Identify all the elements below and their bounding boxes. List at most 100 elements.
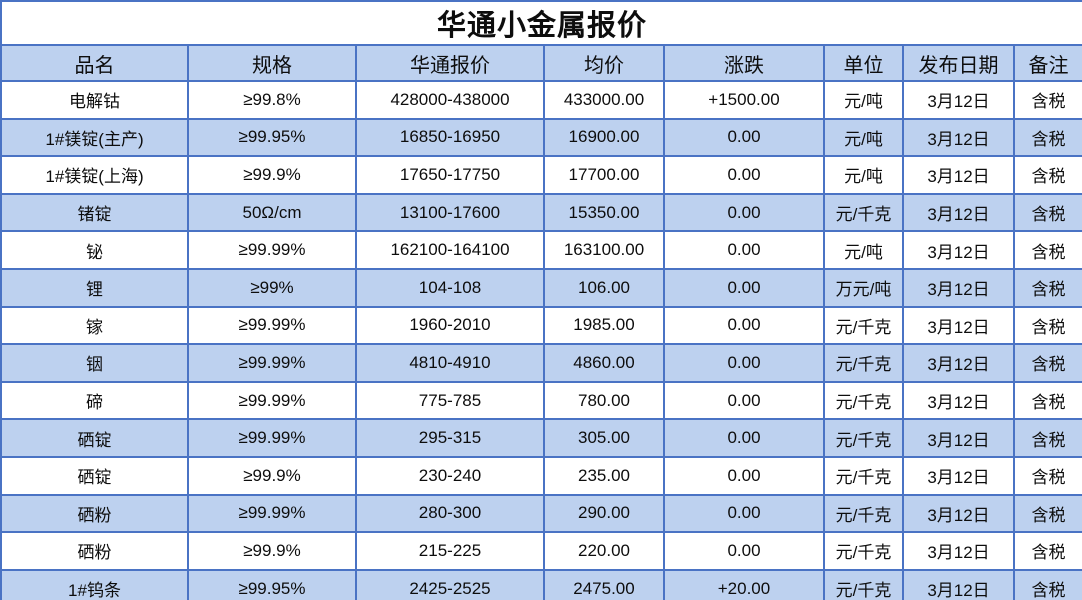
cell-unit: 元/千克 [823,305,904,346]
cell-unit: 元/吨 [823,117,904,158]
cell-change: 0.00 [663,455,825,496]
table-row: 锂 ≥99% 104-108 106.00 0.00 万元/吨 3月12日 含税 [0,267,1082,308]
cell-unit: 元/千克 [823,493,904,534]
column-header-unit: 单位 [823,44,904,82]
column-header-publish-date: 发布日期 [902,44,1015,82]
cell-change: 0.00 [663,155,825,195]
cell-change: +1500.00 [663,80,825,120]
column-header-avg-price: 均价 [543,44,665,82]
cell-spec: ≥99.9% [187,155,357,195]
cell-publish-date: 3月12日 [902,192,1015,233]
cell-change: 0.00 [663,493,825,534]
table-row: 镓 ≥99.99% 1960-2010 1985.00 0.00 元/千克 3月12日 含税 [0,305,1082,346]
cell-product-name: 锂 [0,267,189,308]
cell-change: +20.00 [663,568,825,600]
cell-spec: ≥99.9% [187,531,357,571]
header-row: 品名 规格 华通报价 均价 涨跌 单位 发布日期 备注 [0,44,1082,82]
cell-quote-range: 280-300 [355,493,545,534]
cell-quote-range: 295-315 [355,418,545,458]
table-row: 硒粉 ≥99.9% 215-225 220.00 0.00 元/千克 3月12日 含税 [0,531,1082,571]
cell-publish-date: 3月12日 [902,305,1015,346]
cell-spec: ≥99.99% [187,343,357,383]
title-row: 华通小金属报价 [0,0,1082,46]
cell-product-name: 硒锭 [0,455,189,496]
cell-quote-range: 4810-4910 [355,343,545,383]
cell-publish-date: 3月12日 [902,117,1015,158]
table-row: 1#钨条 ≥99.95% 2425-2525 2475.00 +20.00 元/千克 3月1… [0,568,1082,600]
cell-note: 含税 [1012,493,1082,534]
table-row: 锗锭 50Ω/cm 13100-17600 15350.00 0.00 元/千克 3月12日… [0,192,1082,233]
cell-publish-date: 3月12日 [902,343,1015,383]
cell-unit: 元/千克 [823,192,904,233]
cell-product-name: 镓 [0,305,189,346]
cell-publish-date: 3月12日 [902,493,1015,534]
cell-publish-date: 3月12日 [902,155,1015,195]
cell-publish-date: 3月12日 [902,418,1015,458]
cell-change: 0.00 [663,117,825,158]
table-row: 1#镁锭(主产) ≥99.95% 16850-16950 16900.00 0.00 元/… [0,117,1082,158]
page-title: 华通小金属报价 [0,0,1082,46]
cell-avg-price: 1985.00 [543,305,665,346]
cell-note: 含税 [1012,155,1082,195]
table-row: 碲 ≥99.99% 775-785 780.00 0.00 元/千克 3月12日 含税 [0,380,1082,421]
cell-spec: ≥99.95% [187,568,357,600]
cell-spec: ≥99.99% [187,418,357,458]
cell-note: 含税 [1012,418,1082,458]
cell-spec: ≥99.99% [187,493,357,534]
cell-spec: ≥99.99% [187,305,357,346]
cell-quote-range: 215-225 [355,531,545,571]
cell-avg-price: 220.00 [543,531,665,571]
cell-product-name: 1#镁锭(上海) [0,155,189,195]
cell-publish-date: 3月12日 [902,230,1015,270]
cell-unit: 元/千克 [823,455,904,496]
cell-quote-range: 162100-164100 [355,230,545,270]
cell-note: 含税 [1012,380,1082,421]
cell-avg-price: 15350.00 [543,192,665,233]
cell-product-name: 硒锭 [0,418,189,458]
cell-avg-price: 305.00 [543,418,665,458]
cell-product-name: 锗锭 [0,192,189,233]
cell-change: 0.00 [663,305,825,346]
cell-quote-range: 16850-16950 [355,117,545,158]
table-row: 硒粉 ≥99.99% 280-300 290.00 0.00 元/千克 3月12日 含税 [0,493,1082,534]
cell-note: 含税 [1012,230,1082,270]
cell-product-name: 电解钴 [0,80,189,120]
cell-quote-range: 428000-438000 [355,80,545,120]
cell-avg-price: 4860.00 [543,343,665,383]
cell-product-name: 铟 [0,343,189,383]
cell-product-name: 硒粉 [0,531,189,571]
cell-note: 含税 [1012,305,1082,346]
table-row: 1#镁锭(上海) ≥99.9% 17650-17750 17700.00 0.00 元/吨… [0,155,1082,195]
cell-unit: 元/吨 [823,155,904,195]
cell-unit: 万元/吨 [823,267,904,308]
cell-product-name: 铋 [0,230,189,270]
cell-avg-price: 433000.00 [543,80,665,120]
cell-publish-date: 3月12日 [902,267,1015,308]
cell-quote-range: 1960-2010 [355,305,545,346]
cell-quote-range: 2425-2525 [355,568,545,600]
cell-publish-date: 3月12日 [902,568,1015,600]
table-row: 硒锭 ≥99.99% 295-315 305.00 0.00 元/千克 3月12日 含税 [0,418,1082,458]
table-row: 铋 ≥99.99% 162100-164100 163100.00 0.00 元/吨 3月1… [0,230,1082,270]
cell-change: 0.00 [663,531,825,571]
cell-avg-price: 290.00 [543,493,665,534]
cell-spec: ≥99.9% [187,455,357,496]
cell-avg-price: 2475.00 [543,568,665,600]
cell-unit: 元/千克 [823,343,904,383]
cell-spec: ≥99.95% [187,117,357,158]
cell-note: 含税 [1012,455,1082,496]
cell-avg-price: 163100.00 [543,230,665,270]
cell-quote-range: 775-785 [355,380,545,421]
cell-change: 0.00 [663,267,825,308]
cell-spec: 50Ω/cm [187,192,357,233]
cell-quote-range: 17650-17750 [355,155,545,195]
column-header-note: 备注 [1012,44,1082,82]
cell-unit: 元/千克 [823,568,904,600]
cell-note: 含税 [1012,568,1082,600]
column-header-quote-range: 华通报价 [355,44,545,82]
cell-unit: 元/千克 [823,531,904,571]
cell-publish-date: 3月12日 [902,380,1015,421]
cell-change: 0.00 [663,418,825,458]
cell-spec: ≥99.8% [187,80,357,120]
